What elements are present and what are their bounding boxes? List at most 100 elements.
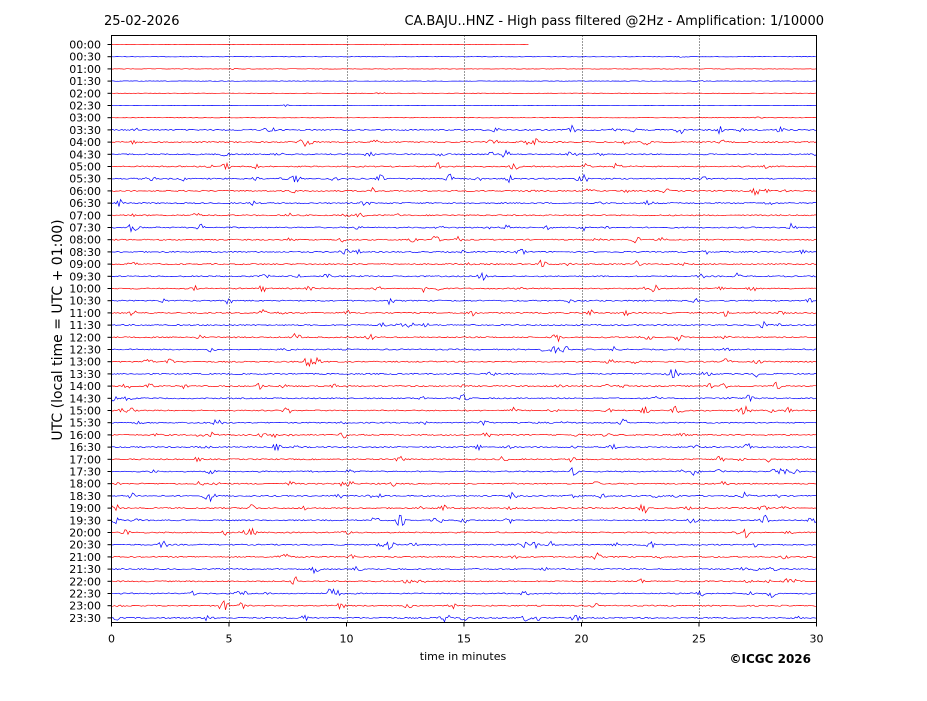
trace-0200: [111, 92, 817, 95]
row-label: 18:30: [69, 490, 101, 503]
row-labels: 00:0000:3001:0001:3002:0002:3003:0003:30…: [69, 39, 112, 625]
trace-1530: [111, 418, 817, 426]
trace-1900: [111, 503, 817, 514]
trace-0100: [111, 68, 817, 70]
trace-0030: [111, 56, 817, 58]
trace-2230: [111, 588, 817, 598]
row-label: 10:30: [69, 295, 101, 308]
trace-0730: [111, 222, 817, 233]
row-label: 01:00: [69, 63, 101, 76]
trace-1030: [111, 297, 817, 306]
x-tick-label: 25: [692, 633, 706, 646]
row-label: 20:00: [69, 527, 101, 540]
row-label: 08:00: [69, 234, 101, 247]
row-label: 07:00: [69, 209, 101, 222]
trace-0800: [111, 235, 817, 244]
row-label: 23:00: [69, 600, 101, 613]
trace-0300: [111, 116, 817, 119]
trace-0230: [111, 104, 817, 108]
row-label: 06:00: [69, 185, 101, 198]
trace-0430: [111, 149, 817, 158]
trace-0130: [111, 80, 817, 83]
row-label: 14:00: [69, 380, 101, 393]
copyright-label: ©ICGC 2026: [729, 652, 811, 666]
trace-0930: [111, 271, 817, 281]
trace-1930: [111, 514, 817, 527]
trace-0500: [111, 161, 817, 171]
row-label: 19:00: [69, 502, 101, 515]
row-label: 20:30: [69, 539, 101, 552]
row-label: 15:30: [69, 417, 101, 430]
row-label: 04:30: [69, 148, 101, 161]
row-label: 22:30: [69, 588, 101, 601]
y-axis-label: UTC (local time = UTC + 01:00): [50, 219, 66, 440]
trace-1230: [111, 345, 817, 354]
row-label: 23:30: [69, 612, 101, 625]
row-label: 09:00: [69, 258, 101, 271]
trace-1200: [111, 332, 817, 343]
row-label: 19:30: [69, 514, 101, 527]
row-label: 02:30: [69, 100, 101, 113]
row-label: 15:00: [69, 405, 101, 418]
trace-group: [111, 43, 817, 623]
x-axis-label: time in minutes: [420, 650, 507, 663]
row-label: 02:00: [69, 87, 101, 100]
chart-date: 25-02-2026: [104, 14, 180, 29]
row-label: 13:00: [69, 356, 101, 369]
trace-0630: [111, 198, 817, 207]
row-label: 12:00: [69, 331, 101, 344]
trace-0000: [111, 43, 529, 46]
trace-2200: [111, 576, 817, 585]
trace-2030: [111, 540, 817, 551]
row-label: 11:00: [69, 307, 101, 320]
row-label: 13:30: [69, 368, 101, 381]
row-label: 03:00: [69, 112, 101, 125]
row-label: 01:30: [69, 75, 101, 88]
row-label: 16:30: [69, 441, 101, 454]
trace-0530: [111, 173, 817, 184]
trace-1130: [111, 320, 817, 329]
row-label: 14:30: [69, 392, 101, 405]
row-label: 08:30: [69, 246, 101, 259]
trace-0600: [111, 186, 817, 197]
row-label: 17:00: [69, 453, 101, 466]
row-label: 11:30: [69, 319, 101, 332]
row-label: 18:00: [69, 478, 101, 491]
row-label: 04:00: [69, 136, 101, 149]
row-label: 03:30: [69, 124, 101, 137]
trace-0330: [111, 124, 817, 135]
row-label: 22:00: [69, 575, 101, 588]
x-tick-label: 20: [575, 633, 589, 646]
row-label: 05:30: [69, 173, 101, 186]
row-label: 16:00: [69, 429, 101, 442]
plot-frame: [111, 35, 817, 623]
row-label: 06:30: [69, 197, 101, 210]
trace-2330: [111, 614, 817, 623]
trace-1430: [111, 393, 817, 403]
trace-1700: [111, 455, 817, 463]
trace-0400: [111, 138, 817, 148]
trace-1800: [111, 480, 817, 487]
trace-2100: [111, 552, 817, 560]
trace-1400: [111, 381, 817, 391]
trace-2300: [111, 600, 817, 611]
trace-2000: [111, 527, 817, 539]
x-tick-label: 15: [457, 633, 471, 646]
row-label: 07:30: [69, 222, 101, 235]
trace-1100: [111, 308, 817, 317]
vertical-gridlines: [229, 35, 700, 623]
row-label: 05:00: [69, 161, 101, 174]
x-tick-label: 5: [226, 633, 233, 646]
chart-title: CA.BAJU..HNZ - High pass filtered @2Hz -…: [405, 14, 825, 29]
trace-2130: [111, 565, 817, 575]
row-label: 09:30: [69, 270, 101, 283]
trace-0900: [111, 259, 817, 268]
trace-0830: [111, 248, 817, 255]
row-label: 10:00: [69, 283, 101, 296]
x-ticks: 0 5 10 15 20 25 30: [108, 622, 824, 646]
row-label: 17:30: [69, 466, 101, 479]
trace-1600: [111, 431, 817, 439]
trace-1330: [111, 368, 817, 378]
